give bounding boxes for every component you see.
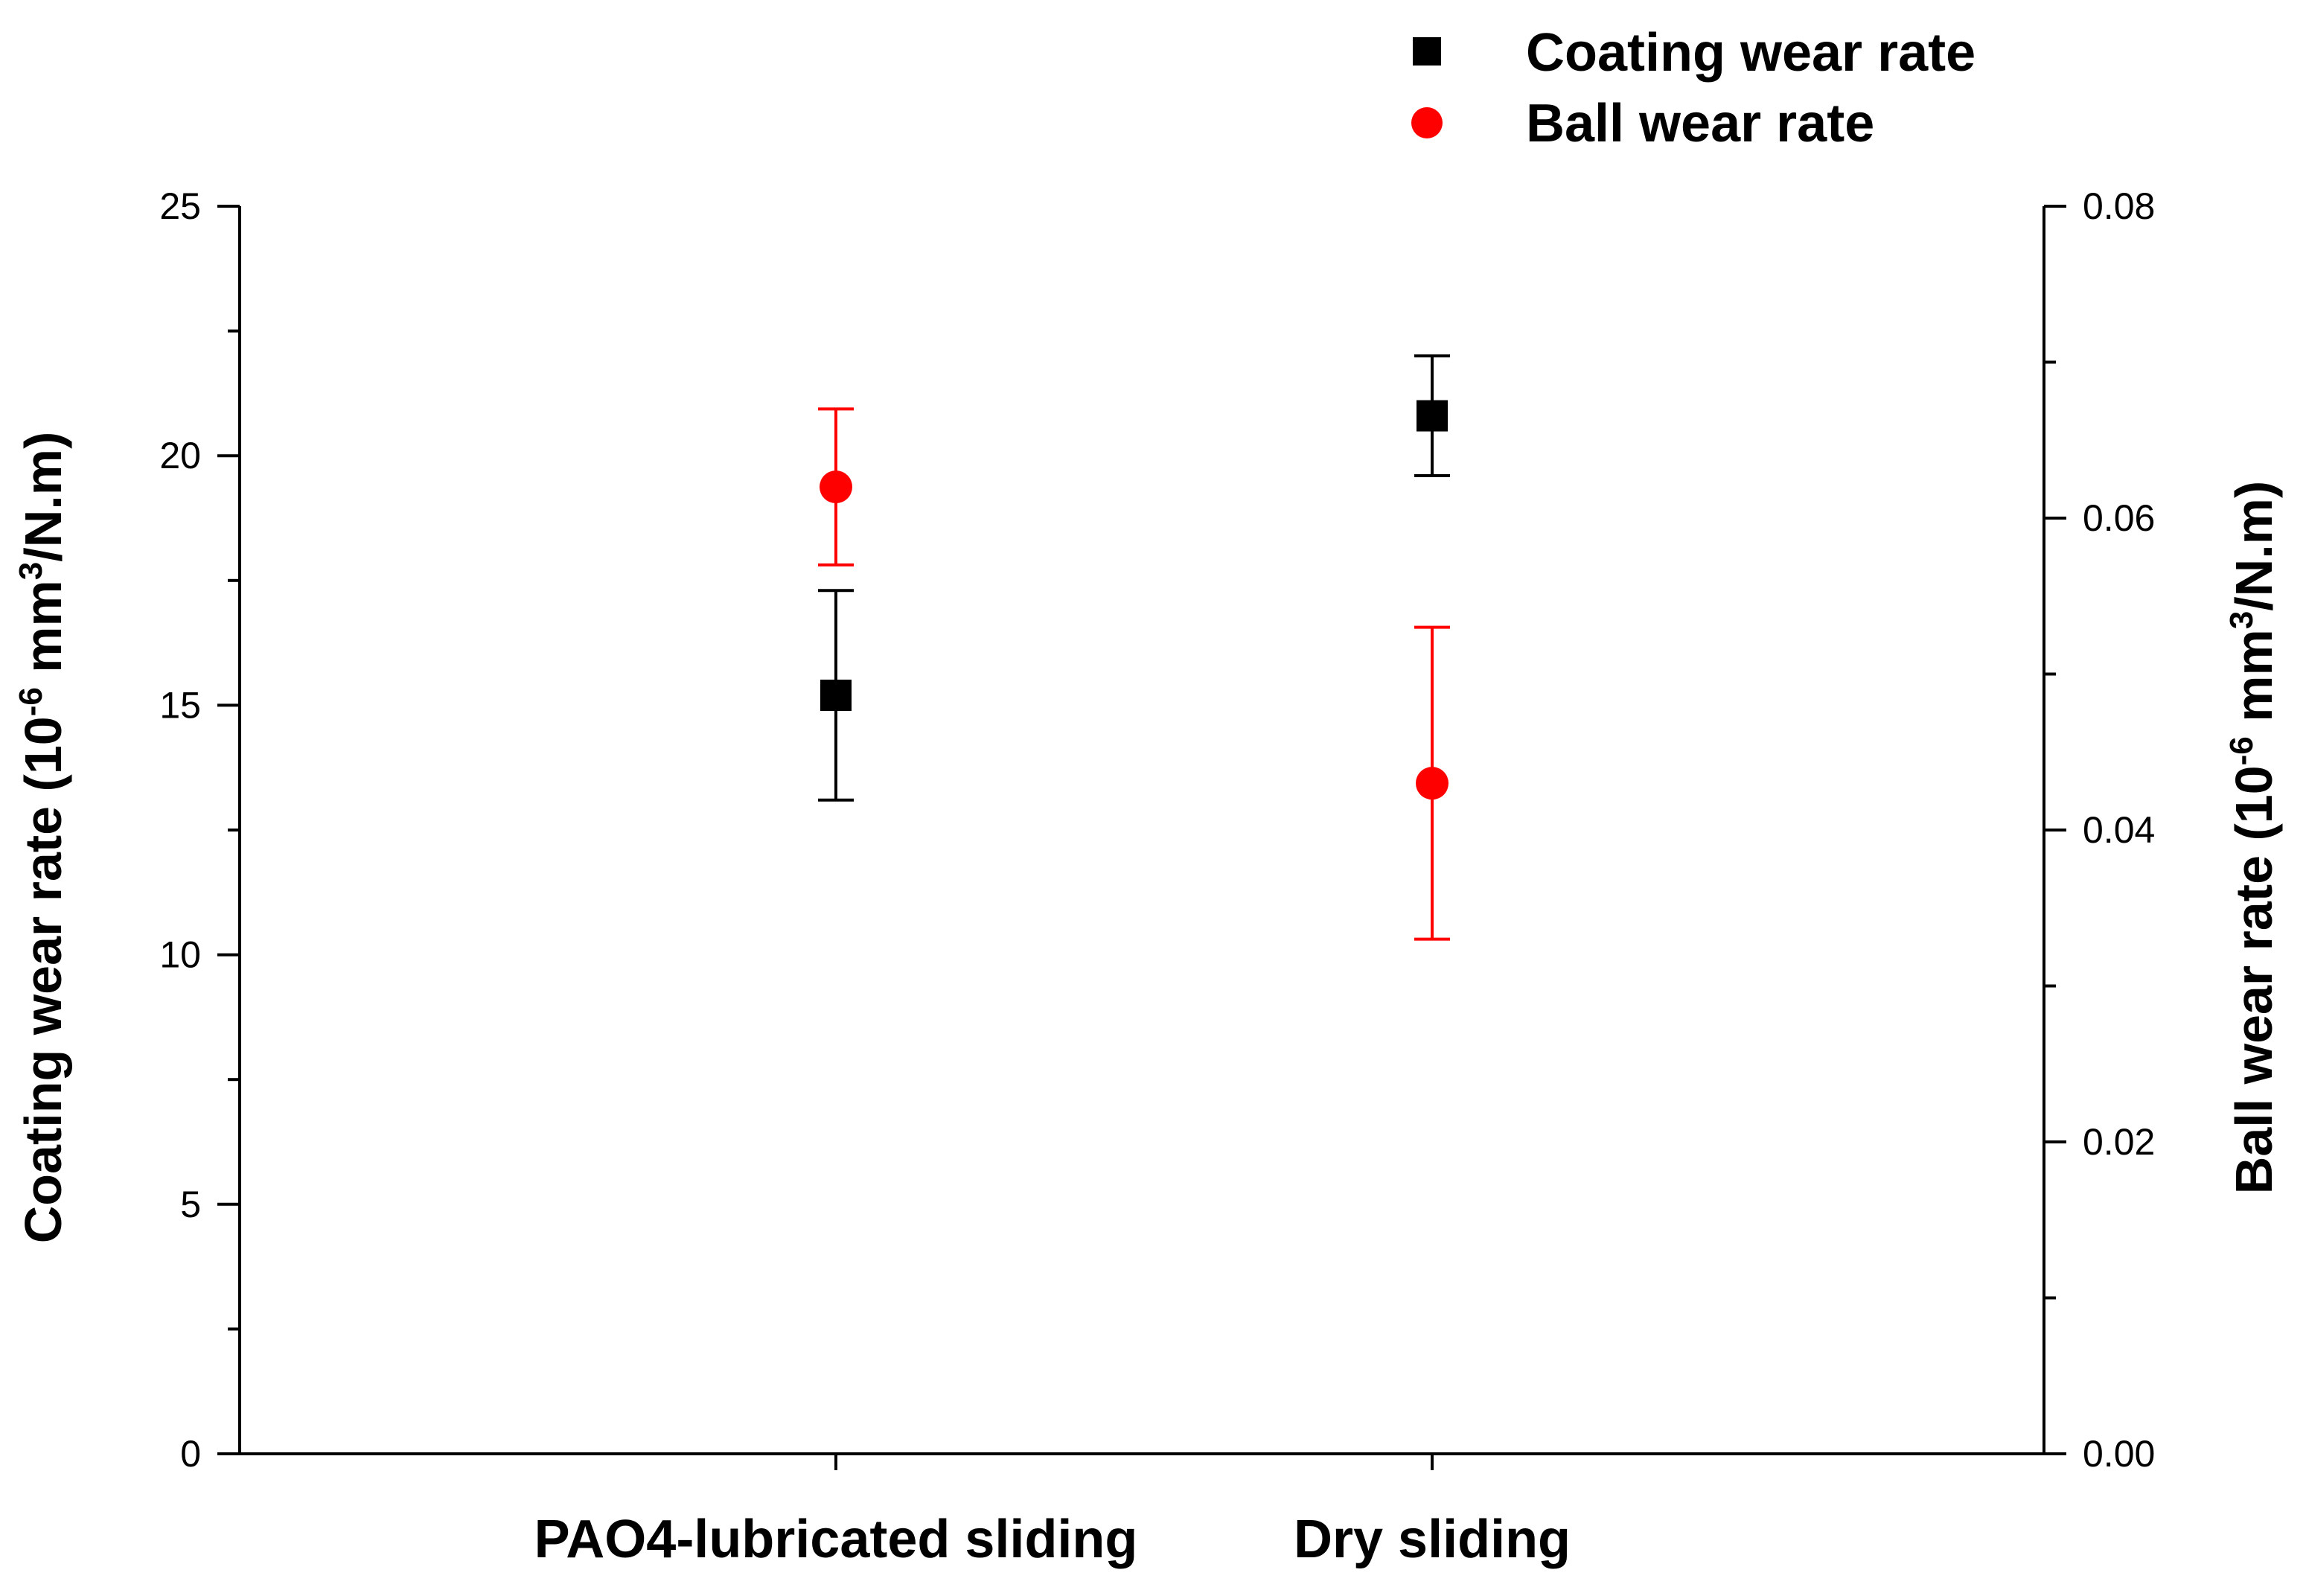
data-point-square — [1417, 400, 1448, 432]
data-point-square — [820, 679, 852, 711]
legend-label-ball: Ball wear rate — [1526, 94, 1874, 153]
left-tick-label: 5 — [180, 1184, 201, 1225]
legend-square-marker — [1413, 37, 1441, 66]
category-axis-ticks: PAO4-lubricated sliding Dry sliding — [534, 1454, 1571, 1569]
series-ball — [818, 407, 1450, 941]
data-marks — [818, 354, 1450, 941]
axes — [238, 206, 2045, 1455]
series-coating — [818, 354, 1450, 802]
right-tick-label: 0.08 — [2083, 185, 2155, 227]
left-tick-label: 10 — [159, 934, 201, 976]
category-label: PAO4-lubricated sliding — [534, 1510, 1138, 1569]
left-tick-label: 25 — [159, 185, 201, 227]
left-tick-label: 0 — [180, 1433, 201, 1475]
right-axis-title: Ball wear rate (10-6 mm3/N.m) — [2223, 481, 2283, 1194]
right-tick-label: 0.00 — [2083, 1433, 2155, 1475]
right-tick-label: 0.06 — [2083, 497, 2155, 539]
left-axis-ticks: 0 5 10 15 20 25 — [159, 185, 240, 1475]
left-tick-label: 20 — [159, 435, 201, 476]
left-tick-label: 15 — [159, 684, 201, 726]
legend: Coating wear rate Ball wear rate — [1411, 23, 1976, 153]
data-point-circle — [820, 470, 852, 504]
right-axis-ticks: 0.00 0.02 0.04 0.06 0.08 — [2044, 185, 2155, 1475]
right-tick-label: 0.02 — [2083, 1121, 2155, 1163]
data-point-circle — [1416, 767, 1449, 800]
legend-circle-marker — [1411, 107, 1443, 138]
legend-label-coating: Coating wear rate — [1526, 23, 1976, 83]
right-tick-label: 0.04 — [2083, 809, 2155, 851]
left-axis-title: Coating wear rate (10-6 mm3/N.m) — [13, 432, 72, 1244]
category-label: Dry sliding — [1294, 1510, 1571, 1569]
